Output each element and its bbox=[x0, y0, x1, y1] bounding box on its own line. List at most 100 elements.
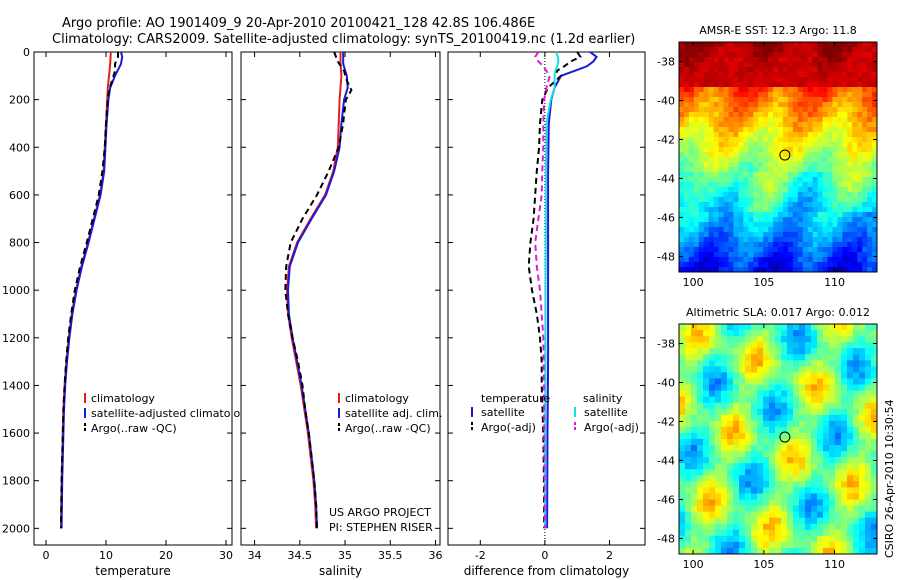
heatmap-cell bbox=[733, 157, 739, 163]
heatmap-cell bbox=[835, 469, 842, 476]
heatmap-cell bbox=[733, 262, 739, 268]
heatmap-cell bbox=[787, 62, 794, 68]
heatmap-cell bbox=[775, 360, 782, 367]
heatmap-cell bbox=[871, 396, 877, 404]
heatmap-cell bbox=[781, 457, 788, 464]
heatmap-cell bbox=[697, 481, 704, 489]
heatmap-cell bbox=[727, 426, 734, 434]
heatmap-cell bbox=[827, 217, 834, 223]
heatmap-cell bbox=[773, 132, 779, 138]
heatmap-cell bbox=[871, 529, 877, 537]
heatmap-cell bbox=[751, 372, 758, 380]
heatmap-cell bbox=[679, 52, 685, 58]
heatmap-cell bbox=[688, 232, 695, 238]
heatmap-cell bbox=[679, 366, 686, 374]
heatmap-cell bbox=[829, 511, 836, 519]
heatmap-cell bbox=[683, 222, 690, 228]
heatmap-cell bbox=[758, 257, 764, 263]
heatmap-cell bbox=[859, 396, 866, 404]
heatmap-cell bbox=[685, 390, 692, 398]
heatmap-cell bbox=[769, 324, 776, 331]
heatmap-cell bbox=[787, 378, 794, 386]
heatmap-cell bbox=[727, 475, 734, 482]
heatmap-cell bbox=[753, 147, 759, 153]
heatmap-cell bbox=[758, 192, 764, 198]
temperature-panel: 0 10 20 30020040060080010001200140016001800… bbox=[2, 46, 254, 578]
heatmap-cell bbox=[703, 408, 710, 416]
heatmap-cell bbox=[753, 242, 759, 248]
heatmap-cell bbox=[775, 469, 782, 476]
heatmap-cell bbox=[757, 396, 764, 404]
heatmap-cell bbox=[822, 62, 829, 68]
heatmap-cell bbox=[823, 541, 830, 549]
heatmap-cell bbox=[797, 77, 804, 83]
heatmap-cell bbox=[853, 475, 860, 482]
heatmap-cell bbox=[817, 348, 824, 355]
heatmap-cell bbox=[723, 57, 730, 63]
heatmap-cell bbox=[703, 517, 710, 525]
heatmap-cell bbox=[679, 232, 685, 238]
heatmap-cell bbox=[778, 87, 784, 93]
heatmap-cell bbox=[718, 132, 725, 138]
heatmap-cell bbox=[718, 197, 725, 203]
heatmap-cell bbox=[751, 451, 758, 458]
heatmap-cell bbox=[763, 517, 770, 525]
heatmap-cell bbox=[708, 147, 715, 153]
heatmap-cell bbox=[778, 112, 784, 118]
heatmap-cell bbox=[703, 142, 710, 148]
heatmap-cell bbox=[679, 420, 686, 428]
heatmap-cell bbox=[822, 127, 829, 133]
heatmap-cell bbox=[757, 366, 764, 374]
heatmap-cell bbox=[842, 187, 848, 193]
heatmap-cell bbox=[802, 182, 809, 188]
heatmap-cell bbox=[832, 267, 838, 272]
heatmap-cell bbox=[688, 112, 695, 118]
heatmap-cell bbox=[787, 517, 794, 525]
heatmap-cell bbox=[799, 390, 806, 398]
heatmap-cell bbox=[679, 152, 685, 158]
heatmap-cell bbox=[847, 47, 853, 53]
heatmap-cell bbox=[693, 217, 700, 223]
heatmap-cell bbox=[847, 247, 853, 253]
heatmap-cell bbox=[865, 487, 872, 495]
heatmap-cell bbox=[832, 252, 838, 258]
heatmap-cell bbox=[688, 157, 695, 163]
heatmap-cell bbox=[862, 257, 868, 263]
heatmap-cell bbox=[817, 122, 824, 128]
heatmap-cell bbox=[841, 348, 848, 355]
heatmap-cell bbox=[782, 47, 789, 53]
heatmap-cell bbox=[769, 517, 776, 525]
heatmap-cell bbox=[679, 463, 686, 470]
heatmap-cell bbox=[832, 112, 838, 118]
heatmap-cell bbox=[823, 505, 830, 513]
heatmap-cell bbox=[817, 222, 824, 228]
heatmap-cell bbox=[797, 207, 804, 213]
map-frame bbox=[678, 41, 878, 273]
heatmap-cell bbox=[817, 384, 824, 392]
heatmap-cell bbox=[703, 420, 710, 428]
heatmap-cell bbox=[718, 82, 725, 88]
heatmap-cell bbox=[709, 360, 716, 367]
heatmap-cell bbox=[768, 82, 774, 88]
heatmap-cell bbox=[738, 132, 744, 138]
heatmap-cell bbox=[708, 122, 715, 128]
heatmap-cell bbox=[853, 348, 860, 355]
heatmap-cell bbox=[683, 197, 690, 203]
heatmap-cell bbox=[823, 493, 830, 501]
heatmap-cell bbox=[837, 172, 843, 178]
heatmap-cell bbox=[865, 342, 872, 349]
heatmap-cell bbox=[723, 217, 730, 223]
heatmap-cell bbox=[745, 378, 752, 386]
heatmap-cell bbox=[703, 97, 710, 103]
heatmap-cell bbox=[792, 62, 799, 68]
heatmap-cell bbox=[708, 57, 715, 63]
heatmap-cell bbox=[837, 247, 843, 253]
heatmap-cell bbox=[691, 426, 698, 434]
heatmap-cell bbox=[867, 92, 873, 98]
heatmap-cell bbox=[679, 252, 685, 258]
heatmap-cell bbox=[718, 157, 725, 163]
heatmap-cell bbox=[697, 445, 704, 452]
heatmap-cell bbox=[812, 112, 819, 118]
